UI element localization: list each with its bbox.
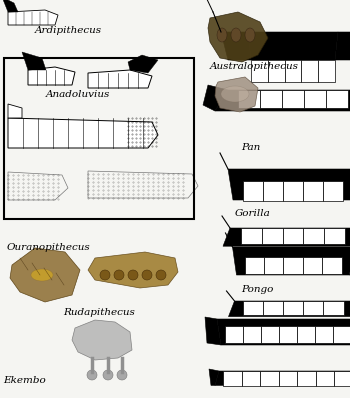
Circle shape <box>100 270 110 280</box>
Bar <box>335 371 350 386</box>
Polygon shape <box>72 320 132 360</box>
Bar <box>225 326 243 343</box>
Ellipse shape <box>221 86 249 102</box>
Polygon shape <box>215 371 350 385</box>
Bar <box>263 301 283 315</box>
Polygon shape <box>209 369 219 385</box>
Polygon shape <box>22 52 46 70</box>
Bar <box>322 258 342 274</box>
Bar <box>245 258 264 274</box>
Polygon shape <box>205 317 221 345</box>
Polygon shape <box>215 90 350 111</box>
Bar <box>268 60 285 82</box>
Bar <box>283 301 303 315</box>
Bar <box>251 60 268 82</box>
Polygon shape <box>228 169 350 200</box>
Text: Gorilla: Gorilla <box>234 209 270 218</box>
Bar <box>243 181 263 201</box>
Bar <box>303 228 324 244</box>
Bar <box>263 181 283 201</box>
Bar <box>261 326 279 343</box>
Text: Pongo: Pongo <box>241 285 274 294</box>
Circle shape <box>128 270 138 280</box>
Polygon shape <box>2 0 18 12</box>
Bar <box>315 326 333 343</box>
Bar <box>323 181 343 201</box>
Text: Ouranopithecus: Ouranopithecus <box>7 243 91 252</box>
Bar <box>303 181 323 201</box>
Circle shape <box>142 270 152 280</box>
Polygon shape <box>128 55 158 73</box>
Polygon shape <box>229 301 350 316</box>
Bar <box>318 60 335 82</box>
Bar <box>324 228 345 244</box>
Polygon shape <box>215 77 258 112</box>
Polygon shape <box>10 248 80 302</box>
Bar <box>303 301 323 315</box>
Ellipse shape <box>231 28 241 42</box>
Polygon shape <box>88 252 178 288</box>
Bar <box>262 228 282 244</box>
Ellipse shape <box>245 28 255 42</box>
Bar <box>243 301 263 315</box>
Polygon shape <box>203 85 228 111</box>
Bar <box>301 60 318 82</box>
Bar <box>238 90 260 108</box>
Bar <box>297 371 316 386</box>
Bar <box>316 371 335 386</box>
Text: Australopithecus: Australopithecus <box>210 62 299 71</box>
Polygon shape <box>88 70 152 88</box>
Bar <box>283 181 303 201</box>
Bar <box>333 326 350 343</box>
Polygon shape <box>28 67 75 85</box>
Ellipse shape <box>31 269 53 281</box>
Polygon shape <box>8 118 158 148</box>
Polygon shape <box>232 247 350 275</box>
Bar <box>282 228 303 244</box>
Bar <box>4 58 194 219</box>
Bar <box>303 258 322 274</box>
Bar <box>304 90 326 108</box>
Bar <box>297 326 315 343</box>
Ellipse shape <box>217 28 227 42</box>
Bar <box>282 90 304 108</box>
Text: Anadoluvius: Anadoluvius <box>46 90 110 99</box>
Polygon shape <box>8 104 22 118</box>
Polygon shape <box>217 319 350 345</box>
Text: Ardipithecus: Ardipithecus <box>35 26 102 35</box>
Polygon shape <box>335 32 350 60</box>
Bar <box>241 371 260 386</box>
Text: Rudapithecus: Rudapithecus <box>63 308 135 318</box>
Bar <box>243 326 261 343</box>
Text: Ekembo: Ekembo <box>4 376 46 385</box>
Circle shape <box>117 370 127 380</box>
Bar <box>283 258 303 274</box>
Bar <box>260 371 279 386</box>
Circle shape <box>114 270 124 280</box>
Text: Pan: Pan <box>241 143 261 152</box>
Bar <box>264 258 283 274</box>
Circle shape <box>156 270 166 280</box>
Bar <box>285 60 301 82</box>
Polygon shape <box>8 10 58 25</box>
Bar <box>241 228 262 244</box>
Polygon shape <box>221 32 251 60</box>
Bar <box>326 90 348 108</box>
Circle shape <box>103 370 113 380</box>
Bar <box>279 371 297 386</box>
Polygon shape <box>208 12 268 62</box>
Bar <box>223 371 242 386</box>
Bar <box>279 326 297 343</box>
Polygon shape <box>223 228 350 246</box>
Circle shape <box>87 370 97 380</box>
Bar <box>260 90 282 108</box>
Bar <box>323 301 343 315</box>
Polygon shape <box>248 32 338 60</box>
